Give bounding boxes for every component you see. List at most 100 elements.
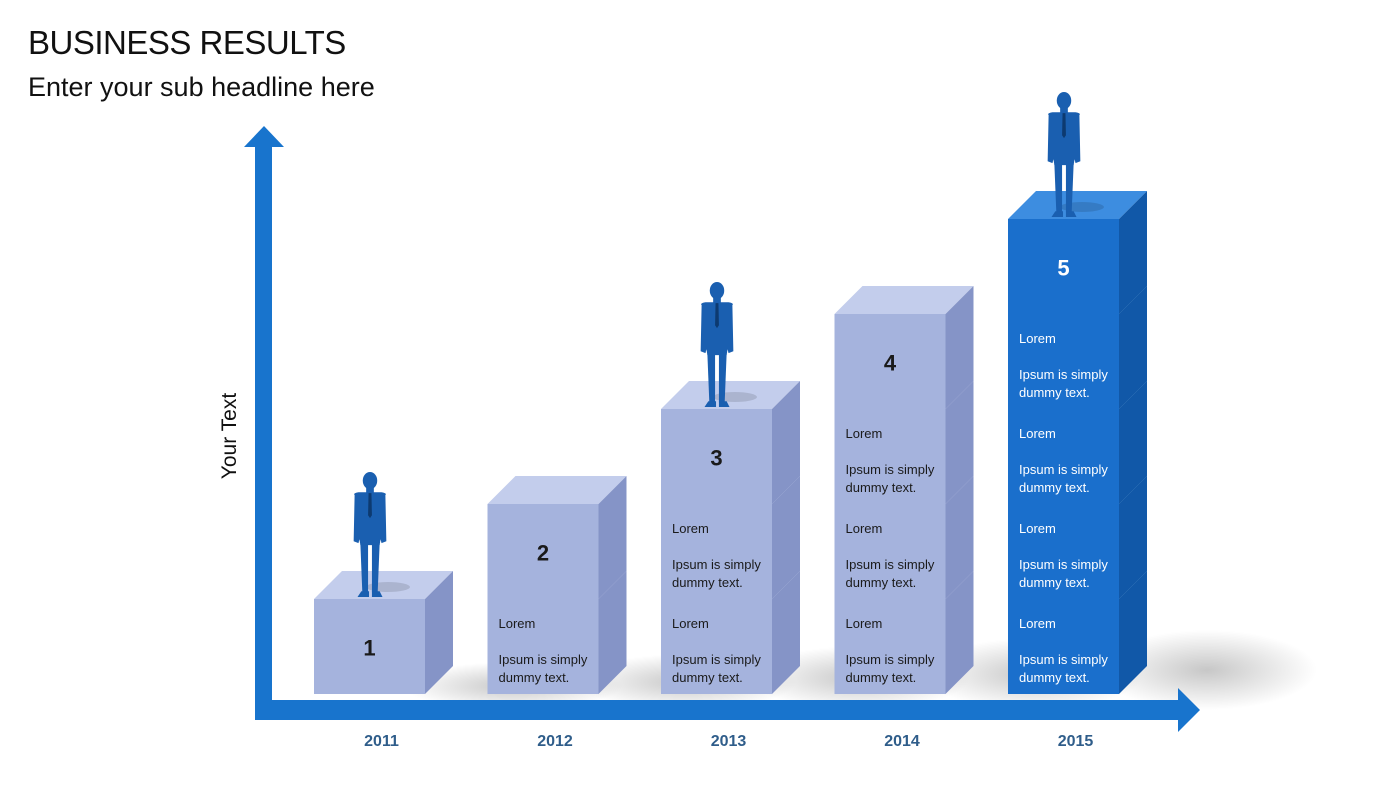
cube-side-face [772,571,800,694]
cube-front-face [1008,504,1119,599]
block-title: Lorem [1019,616,1056,631]
block-text-line: Ipsum is simply [846,462,935,477]
cube-top-face [487,476,627,504]
step-number: 2 [537,541,549,566]
cube-front-face [834,504,946,599]
cube-front-face [834,409,946,504]
block-text-line: dummy text. [846,670,917,685]
cube-front-face [1008,314,1119,409]
column-2012: Lorem Ipsum is simply dummy text. 2 [487,476,627,694]
block-text-line: Ipsum is simply [846,557,935,572]
cube-side-face [945,286,974,409]
y-axis-label: Your Text [218,393,241,480]
block-text-line: Ipsum is simply [1019,557,1108,572]
cube-side-face [1119,286,1147,409]
block-title: Lorem [499,616,536,631]
axes [244,126,1200,732]
cube-top-face [1008,191,1147,219]
year-label: 2014 [884,733,920,750]
x-axis-line [255,700,1182,720]
number-cube: 2 [487,476,627,599]
businessman-icon [700,282,734,407]
block-title: Lorem [1019,331,1056,346]
block-text-line: Ipsum is simply [1019,462,1108,477]
step-number: 1 [363,636,375,661]
cube-side-face [1119,476,1147,599]
year-label: 2013 [711,733,747,750]
cube-top-face [661,381,800,409]
year-label: 2012 [537,733,573,750]
page-subtitle: Enter your sub headline here [28,72,375,102]
step-number: 3 [710,446,722,471]
block-text-line: dummy text. [846,480,917,495]
block-text-line: Ipsum is simply [672,652,761,667]
step-number: 5 [1057,256,1069,281]
block-text-line: dummy text. [1019,385,1090,400]
block-title: Lorem [846,426,883,441]
cube-side-face [1119,571,1147,694]
cube-front-face [834,599,946,694]
cube-side-face [1119,191,1147,314]
column-2014: Lorem Ipsum is simply dummy text. Lorem Ipsu… [834,286,974,694]
cube-front-face [487,504,599,599]
cube-front-face [1008,409,1119,504]
block-title: Lorem [1019,521,1056,536]
number-cube: 4 [834,286,974,409]
block-text-line: Ipsum is simply [672,557,761,572]
cube-front-face [1008,599,1119,694]
cube-front-face [314,599,425,694]
businessman-icon [353,472,387,597]
block-title: Lorem [1019,426,1056,441]
cube-side-face [425,571,453,694]
column-2015: Lorem Ipsum is simply dummy text. Lorem Ipsu… [1008,92,1147,694]
year-label: 2015 [1058,733,1094,750]
y-axis-line [255,140,272,720]
block-title: Lorem [846,616,883,631]
block-text-line: dummy text. [1019,670,1090,685]
number-cube: 1 [314,571,453,694]
block-text-line: Ipsum is simply [1019,652,1108,667]
cube-top-face [314,571,453,599]
block-title: Lorem [672,521,709,536]
cube-front-face [661,504,772,599]
x-axis-arrowhead [1178,688,1200,732]
cube-side-face [598,571,627,694]
block-text-line: dummy text. [846,575,917,590]
block-text-line: dummy text. [1019,480,1090,495]
number-cube: 5 [1008,191,1147,314]
cube-front-face [661,409,772,504]
year-labels: 2011 2012 2013 2014 2015 [364,733,1093,750]
columns-layer: 1 Lorem Ipsum is simply dummy text. 2 Lorem Ip… [314,92,1147,694]
businessman-icon [1047,92,1081,217]
block-text-line: Ipsum is simply [846,652,935,667]
block-title: Lorem [846,521,883,536]
cube-side-face [945,381,974,504]
number-cube: 3 [661,381,800,504]
cube-front-face [1008,219,1119,314]
cube-side-face [598,476,627,599]
step-number: 4 [884,351,897,376]
block-text-line: dummy text. [1019,575,1090,590]
year-label: 2011 [364,733,399,750]
block-text-line: Ipsum is simply [1019,367,1108,382]
block-text-line: Ipsum is simply [499,652,588,667]
block-text-line: dummy text. [672,670,743,685]
block-text-line: dummy text. [672,575,743,590]
y-axis-arrowhead [244,126,284,147]
block-text-line: dummy text. [499,670,570,685]
cube-side-face [772,381,800,504]
cube-front-face [487,599,599,694]
cube-side-face [1119,381,1147,504]
cube-side-face [772,476,800,599]
cube-top-face [834,286,974,314]
column-2013: Lorem Ipsum is simply dummy text. Lorem Ipsu… [661,282,800,694]
page-title: BUSINESS RESULTS [28,24,346,61]
cube-side-face [945,571,974,694]
block-title: Lorem [672,616,709,631]
column-2011: 1 [314,472,453,694]
column-shadow [1097,630,1317,710]
cube-front-face [834,314,946,409]
cube-front-face [661,599,772,694]
cube-side-face [945,476,974,599]
